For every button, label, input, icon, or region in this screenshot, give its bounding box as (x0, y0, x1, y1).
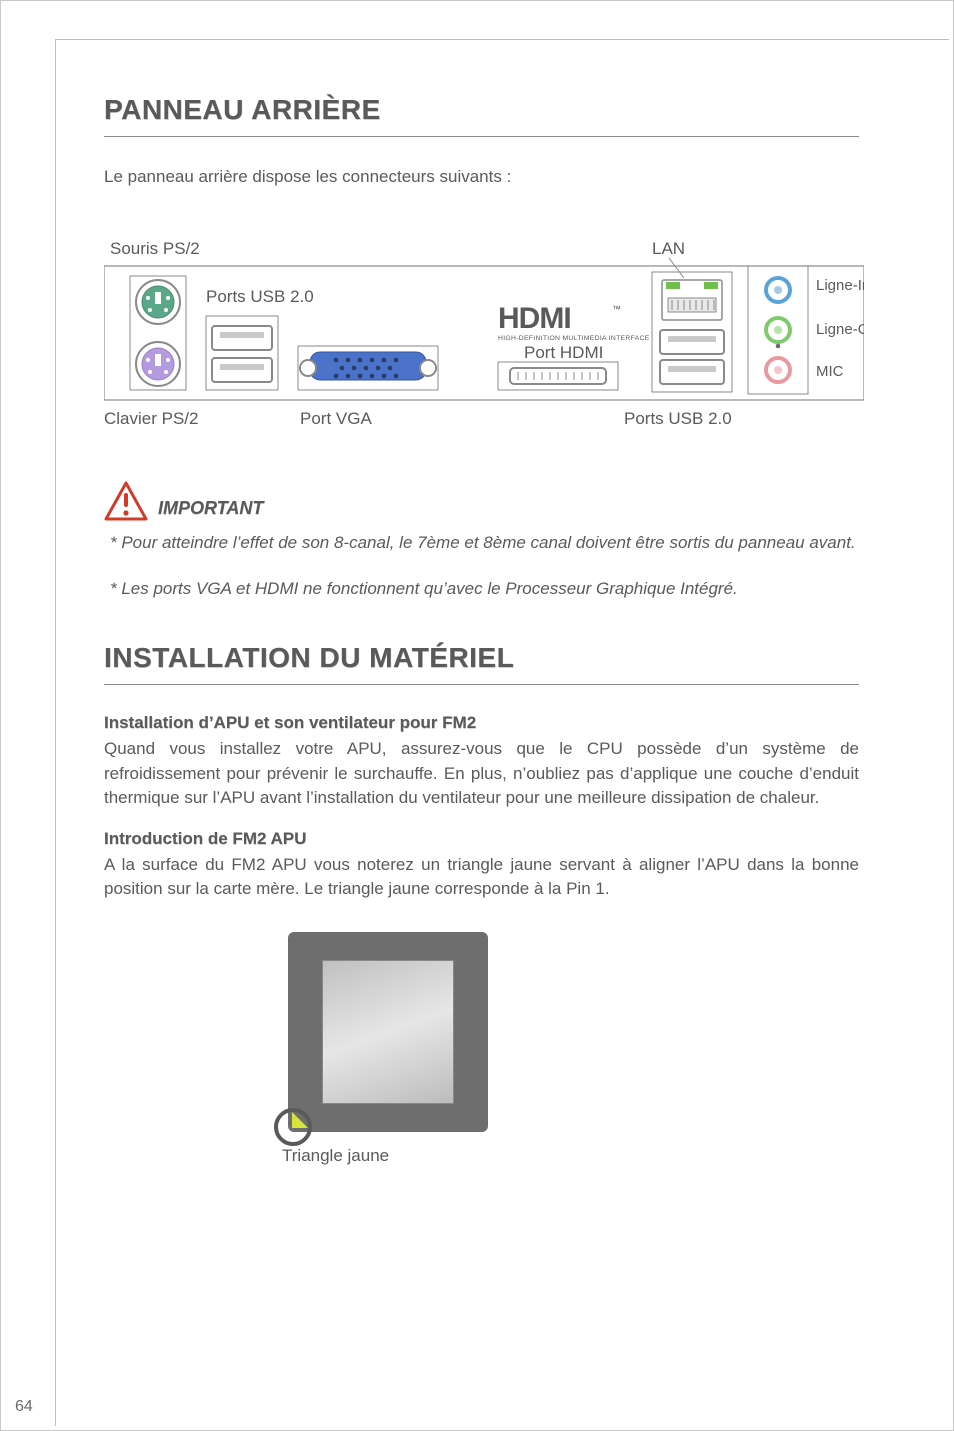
label-vga: Port VGA (300, 409, 372, 428)
rule (104, 136, 859, 137)
apu-figure: Triangle jaune (288, 932, 859, 1166)
apu-caption: Triangle jaune (282, 1146, 389, 1166)
heading-installation: INSTALLATION DU MATÉRIEL (104, 642, 859, 674)
svg-text:™: ™ (612, 304, 621, 314)
label-mic: MIC (816, 363, 844, 380)
svg-text:HDMI: HDMI (498, 302, 571, 335)
important-heading: IMPORTANT (104, 481, 859, 521)
subhead-apu-install: Installation d’APU et son ventilateur po… (104, 713, 859, 733)
page: PANNEAU ARRIÈRE Le panneau arrière dispo… (0, 0, 954, 1431)
label-line-in: Ligne-In (816, 277, 864, 294)
label-usb-left: Ports USB 2.0 (206, 287, 314, 306)
rule-2 (104, 684, 859, 685)
label-usb-right: Ports USB 2.0 (624, 409, 732, 428)
para-fm2-intro: A la surface du FM2 APU vous noterez un … (104, 853, 859, 902)
label-keyboard-ps2: Clavier PS/2 (104, 409, 198, 428)
para-apu-install: Quand vous installez votre APU, assurez-… (104, 737, 859, 811)
apu-chip (288, 932, 488, 1132)
important-note-2: * Les ports VGA et HDMI ne fonctionnent … (104, 577, 859, 602)
important-note-1-text: Pour atteindre l’effet de son 8-canal, l… (121, 533, 855, 552)
label-line-out: Ligne-Out (816, 321, 864, 338)
label-lan: LAN (652, 239, 685, 258)
page-number: 64 (15, 1398, 33, 1416)
label-hdmi-port: Port HDMI (524, 343, 603, 362)
callout-circle-icon (274, 1108, 312, 1146)
label-mouse-ps2: Souris PS/2 (110, 239, 200, 258)
heading-rear-panel: PANNEAU ARRIÈRE (104, 94, 859, 126)
important-label: IMPORTANT (158, 498, 263, 521)
content: PANNEAU ARRIÈRE Le panneau arrière dispo… (56, 40, 949, 1206)
svg-text:HIGH-DEFINITION MULTIMEDIA INT: HIGH-DEFINITION MULTIMEDIA INTERFACE (498, 335, 650, 342)
rear-panel-intro: Le panneau arrière dispose les connecteu… (104, 165, 859, 190)
rear-panel-diagram: HDMI ™ HIGH-DEFINITION MULTIMEDIA INTERF… (104, 218, 859, 453)
content-frame: PANNEAU ARRIÈRE Le panneau arrière dispo… (55, 39, 949, 1426)
subhead-fm2-intro: Introduction de FM2 APU (104, 829, 859, 849)
important-note-2-text: Les ports VGA et HDMI ne fonctionnent qu… (121, 579, 737, 598)
apu-die (322, 960, 454, 1104)
important-note-1: * Pour atteindre l’effet de son 8-canal,… (104, 531, 859, 556)
warning-icon (104, 481, 148, 521)
